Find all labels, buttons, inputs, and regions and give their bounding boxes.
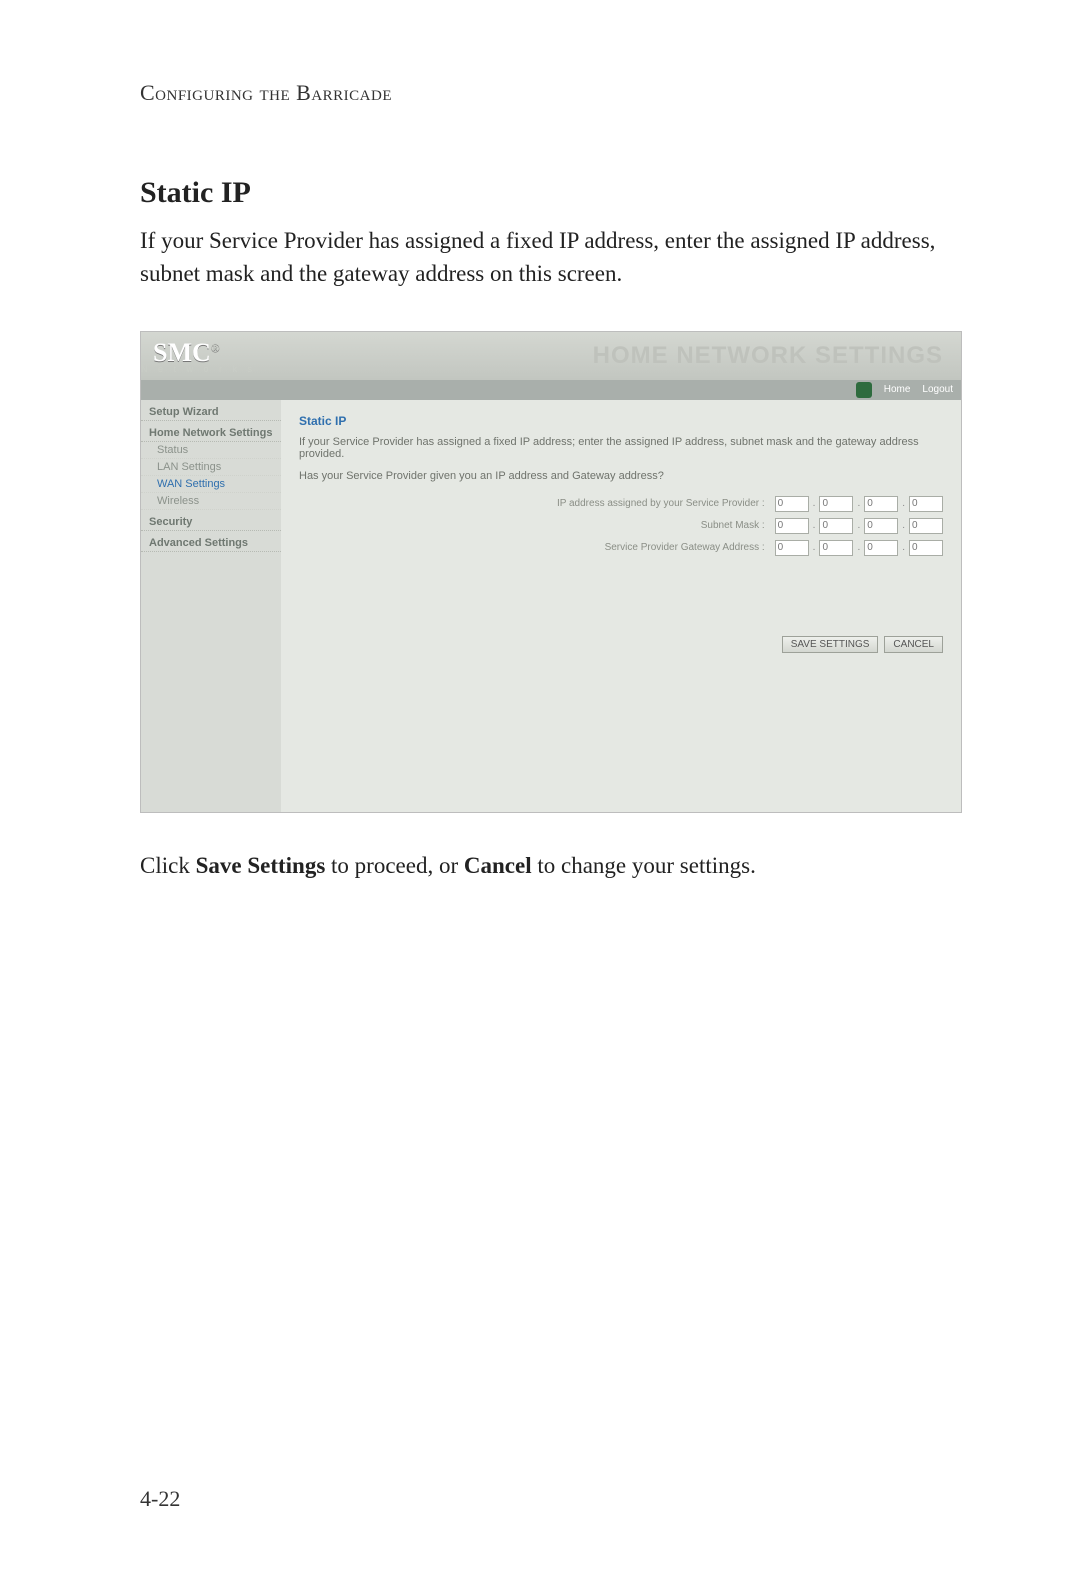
sidebar-item-wan[interactable]: WAN Settings xyxy=(141,476,281,493)
ip-row: Subnet Mask :... xyxy=(299,518,943,534)
ip-octet-input[interactable] xyxy=(819,496,853,512)
logout-link[interactable]: Logout xyxy=(922,384,953,395)
content-desc1: If your Service Provider has assigned a … xyxy=(299,436,943,460)
logo-text: SMC xyxy=(153,338,211,367)
sidebar-item-setup-wizard[interactable]: Setup Wizard xyxy=(141,400,281,421)
router-screenshot: SMC® N e t w o r k s HOME NETWORK SETTIN… xyxy=(140,331,962,813)
dot: . xyxy=(857,520,860,531)
save-settings-button[interactable]: SAVE SETTINGS xyxy=(782,636,879,653)
content-desc2: Has your Service Provider given you an I… xyxy=(299,470,943,482)
field-label: IP address assigned by your Service Prov… xyxy=(299,498,771,509)
ip-octet-input[interactable] xyxy=(909,496,943,512)
ip-octet-input[interactable] xyxy=(775,496,809,512)
smc-logo: SMC® N e t w o r k s xyxy=(141,338,256,374)
ip-octet-input[interactable] xyxy=(864,518,898,534)
page-number: 4-22 xyxy=(140,1486,180,1512)
ip-octet-input[interactable] xyxy=(775,540,809,556)
sidebar-item-advanced[interactable]: Advanced Settings xyxy=(141,531,281,552)
content-pane: Static IP If your Service Provider has a… xyxy=(281,400,961,812)
ip-octet-input[interactable] xyxy=(819,540,853,556)
ip-form: IP address assigned by your Service Prov… xyxy=(299,496,943,556)
logo-sub: N e t w o r k s xyxy=(141,364,256,374)
screenshot-header: SMC® N e t w o r k s HOME NETWORK SETTIN… xyxy=(141,332,961,380)
closing-paragraph: Click Save Settings to proceed, or Cance… xyxy=(140,849,980,882)
document-page: Configuring the Barricade Static IP If y… xyxy=(0,0,1080,1572)
refresh-icon[interactable] xyxy=(856,382,872,398)
sidebar-item-wireless[interactable]: Wireless xyxy=(141,493,281,510)
dot: . xyxy=(813,498,816,509)
ip-octet-input[interactable] xyxy=(909,518,943,534)
intro-paragraph: If your Service Provider has assigned a … xyxy=(140,224,960,291)
sidebar: Setup Wizard Home Network Settings Statu… xyxy=(141,400,281,812)
field-label: Service Provider Gateway Address : xyxy=(299,542,771,553)
dot: . xyxy=(902,498,905,509)
dot: . xyxy=(902,520,905,531)
ip-row: IP address assigned by your Service Prov… xyxy=(299,496,943,512)
ip-octet-input[interactable] xyxy=(819,518,853,534)
top-bar: Home Logout xyxy=(141,380,961,400)
cancel-button[interactable]: CANCEL xyxy=(884,636,943,653)
ip-octet-input[interactable] xyxy=(775,518,809,534)
dot: . xyxy=(857,542,860,553)
ip-octet-input[interactable] xyxy=(909,540,943,556)
sidebar-item-security[interactable]: Security xyxy=(141,510,281,531)
sidebar-item-home-network[interactable]: Home Network Settings xyxy=(141,421,281,442)
home-link[interactable]: Home xyxy=(884,384,911,395)
sidebar-item-lan[interactable]: LAN Settings xyxy=(141,459,281,476)
running-head: Configuring the Barricade xyxy=(140,80,980,106)
sidebar-item-status[interactable]: Status xyxy=(141,442,281,459)
dot: . xyxy=(813,520,816,531)
ip-octet-input[interactable] xyxy=(864,496,898,512)
ip-row: Service Provider Gateway Address :... xyxy=(299,540,943,556)
dot: . xyxy=(813,542,816,553)
content-title: Static IP xyxy=(299,414,943,428)
field-label: Subnet Mask : xyxy=(299,520,771,531)
ip-octet-input[interactable] xyxy=(864,540,898,556)
section-title: Static IP xyxy=(140,176,980,210)
dot: . xyxy=(857,498,860,509)
button-bar: SAVE SETTINGS CANCEL xyxy=(299,636,943,653)
banner-title: HOME NETWORK SETTINGS xyxy=(593,342,961,370)
dot: . xyxy=(902,542,905,553)
